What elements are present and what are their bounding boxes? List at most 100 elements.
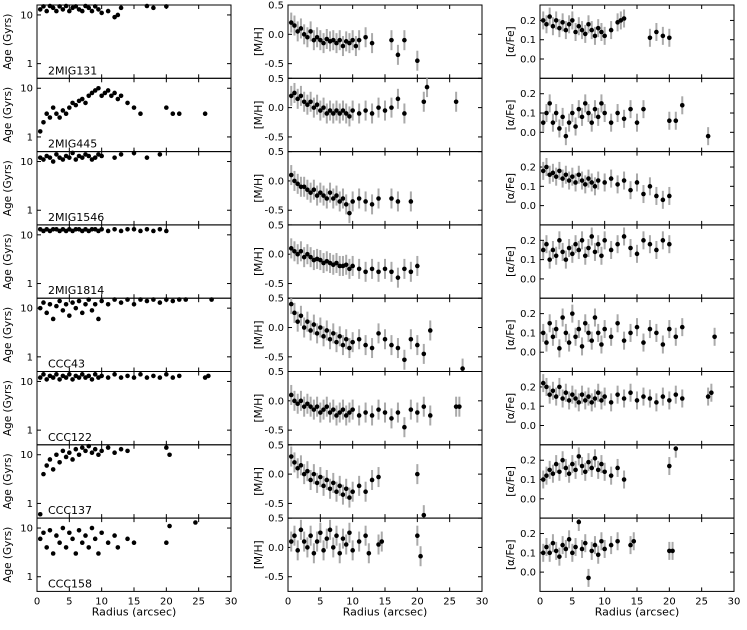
data-point — [654, 247, 659, 253]
data-point — [73, 226, 79, 232]
data-point — [292, 23, 297, 28]
data-point — [340, 407, 346, 412]
data-point — [318, 257, 323, 263]
data-point — [60, 108, 66, 113]
data-point — [628, 245, 633, 251]
data-point — [557, 126, 562, 131]
y-axis-label: Age (Gyrs) — [2, 234, 14, 290]
panel-CCC122-age: 1 10 Age (Gyrs) CCC122 — [2, 371, 232, 446]
data-point — [389, 416, 394, 421]
data-point — [176, 373, 182, 379]
data-point — [50, 5, 56, 11]
x-axis-label: Radius (arcsec) — [92, 605, 177, 618]
data-point — [41, 530, 46, 536]
data-point — [308, 190, 313, 195]
data-point — [602, 33, 607, 39]
y-tick-label: 0.2 — [520, 309, 536, 320]
data-point — [589, 548, 595, 554]
data-point — [193, 520, 198, 525]
data-point — [570, 550, 575, 556]
data-point — [566, 21, 572, 27]
data-point — [595, 467, 601, 473]
x-tick-label: 30 — [728, 596, 741, 607]
data-point — [63, 111, 69, 117]
panel-CCC137-mh: 0.5 0.0 -0.5 [M/H] — [253, 440, 483, 519]
data-point — [327, 336, 333, 342]
y-tick-label: 0.0 — [268, 396, 284, 407]
data-point — [608, 247, 614, 253]
data-point — [295, 401, 301, 407]
data-point — [705, 394, 711, 399]
data-point — [602, 110, 607, 116]
data-point — [421, 512, 427, 518]
data-point — [363, 108, 368, 113]
panel-CCC137-afe: 0.2 0.1 0.0[α/Fe] — [505, 444, 735, 519]
y-tick-label: -0.5 — [264, 206, 284, 217]
data-point — [553, 394, 559, 399]
data-point — [330, 331, 336, 336]
data-point — [579, 463, 585, 469]
y-axis-label: [α/Fe] — [505, 393, 517, 424]
data-point — [421, 404, 427, 409]
data-point — [563, 172, 569, 178]
data-point — [550, 388, 556, 394]
data-point — [79, 8, 85, 14]
data-point — [301, 99, 307, 105]
y-tick-label: 0.2 — [520, 382, 536, 393]
panel-frame — [287, 517, 483, 592]
x-tick-label: 15 — [379, 596, 392, 607]
data-point — [566, 120, 572, 125]
data-point — [330, 407, 336, 412]
data-point — [170, 298, 176, 304]
data-point — [86, 373, 92, 379]
data-point — [660, 238, 666, 243]
data-point — [547, 257, 552, 262]
data-point — [592, 396, 598, 401]
data-point — [347, 345, 352, 351]
data-point — [138, 372, 143, 377]
data-point — [318, 108, 323, 113]
data-point — [667, 193, 672, 199]
data-point — [615, 392, 620, 397]
data-point — [318, 37, 323, 43]
data-point — [157, 300, 163, 305]
data-point — [131, 301, 137, 307]
data-point — [570, 461, 575, 467]
panel-2MIG131-mh: 0.5 0.0 -0.5 [M/H] — [253, 1, 483, 79]
data-point — [595, 241, 601, 247]
data-point — [92, 4, 98, 9]
y-tick-label: 0.5 — [268, 514, 284, 525]
data-point — [96, 7, 101, 12]
data-point — [112, 155, 117, 160]
data-point — [102, 90, 108, 96]
data-point — [570, 392, 575, 397]
y-tick-label: 10 — [20, 304, 33, 315]
data-point — [292, 310, 297, 316]
y-tick-label: 0.0 — [268, 543, 284, 554]
y-axis-label: [α/Fe] — [505, 466, 517, 497]
data-point — [89, 525, 95, 531]
data-point — [573, 241, 578, 247]
data-point — [301, 32, 307, 37]
data-point — [86, 297, 92, 302]
y-tick-label: 0.5 — [268, 367, 284, 378]
data-point — [589, 465, 595, 471]
y-tick-label: 0.0 — [520, 201, 536, 212]
data-point — [44, 310, 49, 316]
data-point — [288, 539, 294, 544]
y-tick-label: 1 — [27, 426, 33, 437]
data-point — [570, 174, 575, 179]
data-point — [615, 182, 620, 187]
data-point — [112, 226, 117, 232]
data-point — [540, 477, 546, 482]
data-point — [334, 193, 339, 198]
data-point — [356, 336, 362, 342]
data-point — [311, 322, 317, 327]
data-point — [592, 249, 598, 255]
data-point — [573, 124, 578, 129]
data-point — [356, 539, 362, 544]
data-point — [73, 305, 79, 311]
data-point — [334, 489, 339, 495]
data-point — [50, 467, 56, 472]
data-point — [586, 245, 591, 251]
